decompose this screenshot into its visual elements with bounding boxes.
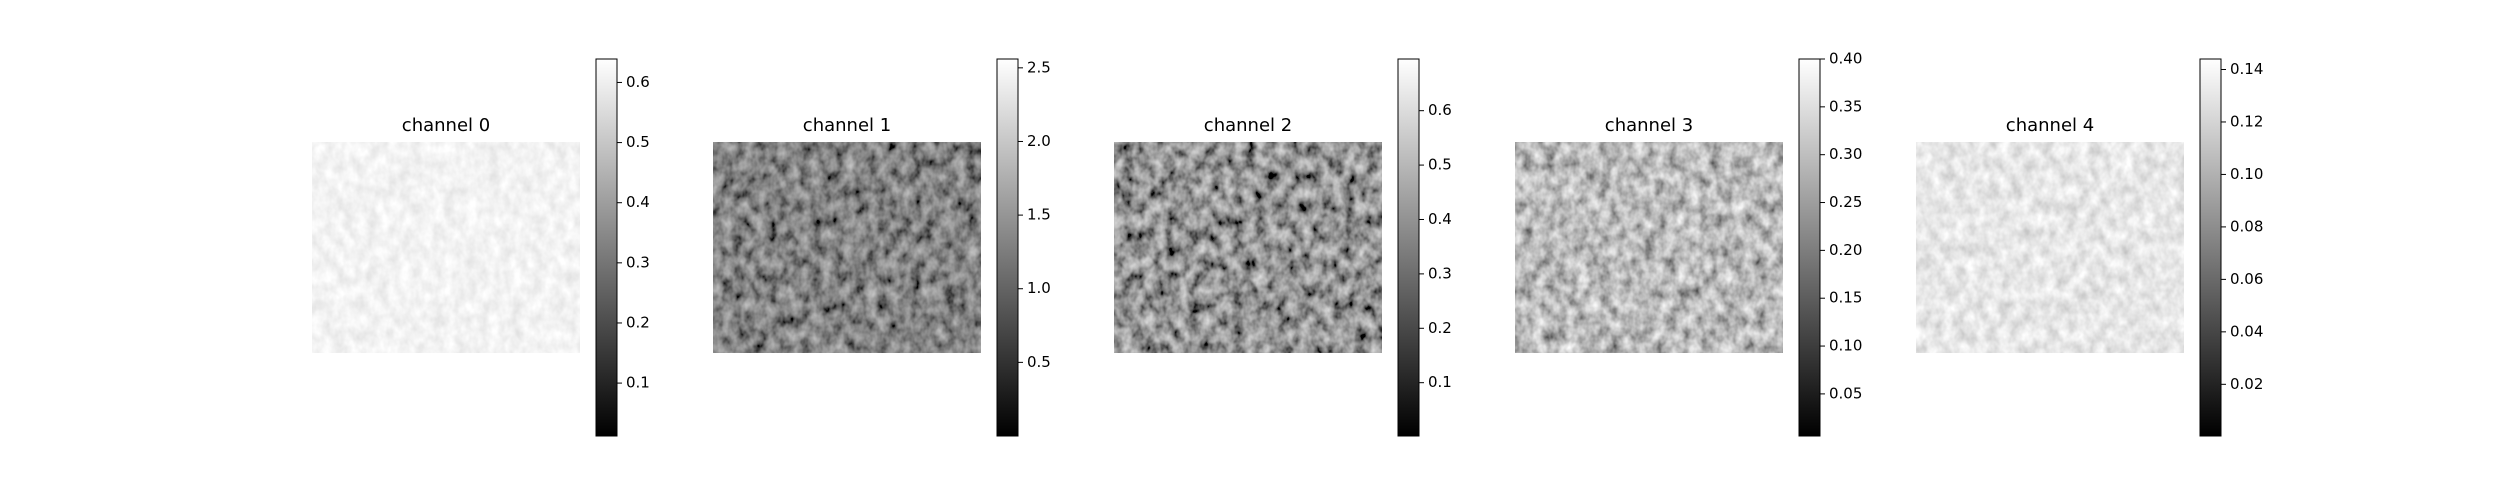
panel-title: channel 3 xyxy=(1605,115,1693,136)
colorbar-tick-label: 0.04 xyxy=(2230,322,2263,340)
colorbar-tick-label: 1.0 xyxy=(1027,279,1051,297)
channel-image xyxy=(1916,142,2184,353)
colorbar-tick-label: 0.2 xyxy=(1428,319,1452,337)
colorbar-tick-label: 0.1 xyxy=(626,374,650,392)
colorbar-tick-label: 0.05 xyxy=(1829,384,1862,402)
colorbar-tick-label: 0.14 xyxy=(2230,60,2263,78)
panel-title: channel 4 xyxy=(2006,115,2094,136)
colorbar-tick-label: 0.2 xyxy=(626,313,650,331)
colorbar xyxy=(595,58,618,437)
colorbar xyxy=(2199,58,2222,437)
colorbar-tick-label: 0.6 xyxy=(1428,101,1452,119)
colorbar-tick-label: 0.06 xyxy=(2230,270,2263,288)
colorbar-tick-label: 0.1 xyxy=(1428,373,1452,391)
colorbar-tick-label: 0.10 xyxy=(1829,337,1862,355)
panel-title: channel 0 xyxy=(402,115,490,136)
colorbar-tick-label: 0.25 xyxy=(1829,193,1862,211)
colorbar-tick-label: 0.5 xyxy=(626,133,650,151)
colorbar-tick-label: 1.5 xyxy=(1027,206,1051,224)
colorbar-tick-label: 2.0 xyxy=(1027,132,1051,150)
colorbar-tick-label: 0.30 xyxy=(1829,145,1862,163)
colorbar-tick-label: 0.15 xyxy=(1829,289,1862,307)
colorbar-tick-label: 0.02 xyxy=(2230,375,2263,393)
colorbar-tick-label: 0.35 xyxy=(1829,97,1862,115)
colorbar-tick-label: 0.5 xyxy=(1027,353,1051,371)
colorbar-tick-label: 0.3 xyxy=(626,253,650,271)
colorbar-tick-label: 0.4 xyxy=(1428,210,1452,228)
colorbar-tick-label: 0.5 xyxy=(1428,156,1452,174)
channel-image xyxy=(1515,142,1783,353)
colorbar-tick-label: 2.5 xyxy=(1027,58,1051,76)
colorbar-tick-label: 0.3 xyxy=(1428,264,1452,282)
panel-title: channel 1 xyxy=(803,115,891,136)
channel-image xyxy=(312,142,580,353)
channel-image xyxy=(713,142,981,353)
colorbar-tick-label: 0.40 xyxy=(1829,50,1862,68)
colorbar-tick-label: 0.6 xyxy=(626,73,650,91)
channel-image xyxy=(1114,142,1382,353)
colorbar xyxy=(1798,58,1821,437)
colorbar xyxy=(996,58,1019,437)
panel-title: channel 2 xyxy=(1204,115,1292,136)
colorbar-tick-label: 0.10 xyxy=(2230,165,2263,183)
colorbar-tick-label: 0.08 xyxy=(2230,217,2263,235)
colorbar-tick-label: 0.20 xyxy=(1829,241,1862,259)
colorbar-tick-label: 0.12 xyxy=(2230,112,2263,130)
colorbar-tick-label: 0.4 xyxy=(626,193,650,211)
colorbar xyxy=(1397,58,1420,437)
